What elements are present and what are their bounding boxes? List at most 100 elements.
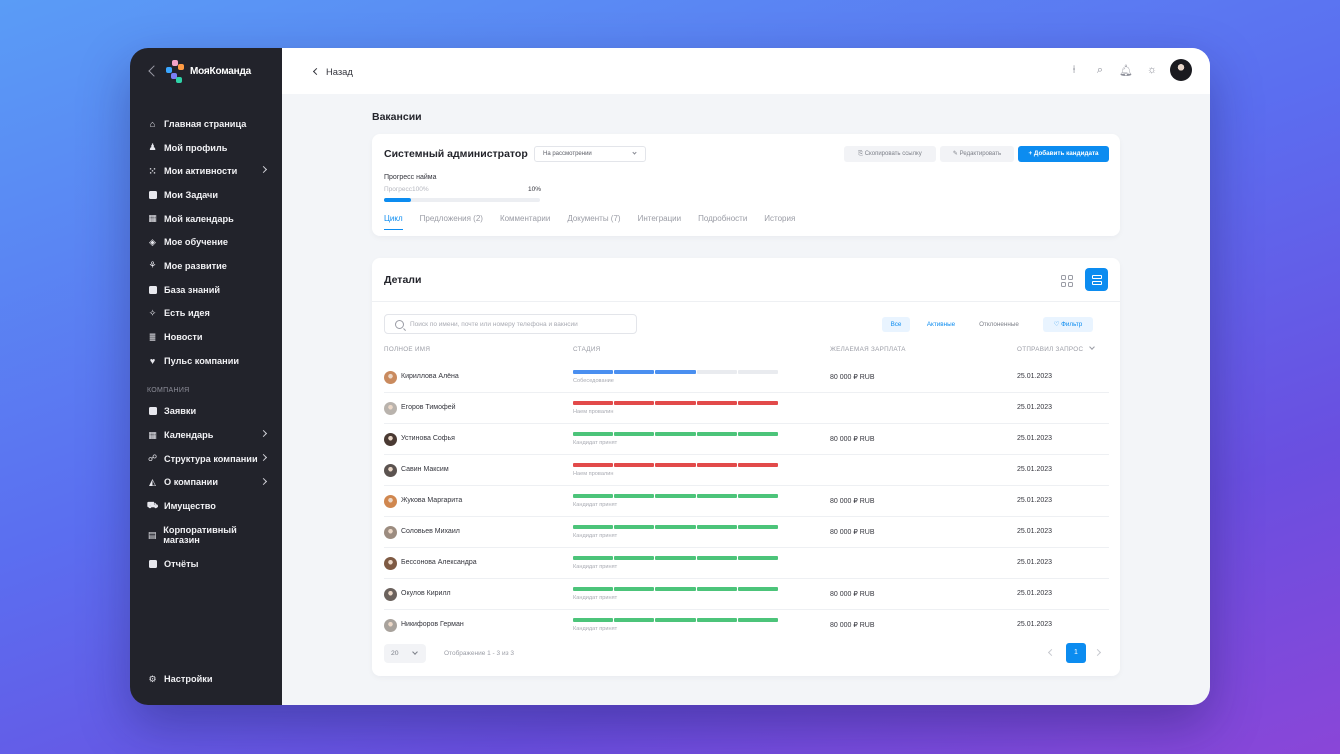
request-date: 25.01.2023 [1017,528,1053,535]
sidebar-item-label: Корпоративный магазин [163,524,237,546]
sidebar-item-store[interactable]: ▤ Корпоративный магазин [130,518,282,552]
pin-icon[interactable]: ⍿ [1072,63,1076,76]
logo[interactable]: МояКоманда [130,48,282,94]
filter-button[interactable]: ♡ Фильтр [1043,317,1093,332]
status-select[interactable]: На рассмотрении [534,146,646,162]
user-avatar[interactable] [1170,59,1192,81]
edit-button[interactable]: ✎ Редактировать [940,146,1014,162]
sidebar-item-label: Мои активности [164,166,238,177]
back-link[interactable]: Назад [312,65,353,77]
salary-value: 80 000 ₽ RUB [830,529,875,536]
gear-icon: ⚙ [148,673,157,684]
candidate-avatar [384,371,397,384]
prev-page-icon[interactable] [1047,648,1056,657]
filter-active-button[interactable]: Активные [926,321,956,328]
tab-comments[interactable]: Комментарии [499,214,551,223]
tab-documents[interactable]: Документы (7) [567,214,621,223]
pencil-icon: ✎ [952,151,960,157]
tab-details[interactable]: Подробности [698,214,748,223]
sidebar-item-learning[interactable]: ◈ Мое обучение [130,230,282,254]
back-label: Назад [326,65,353,77]
progress-fill [384,198,411,202]
table-row[interactable]: Устинова Софья Кандидат принят 80 000 ₽ RU… [384,424,1109,455]
collapse-sidebar-icon[interactable] [148,65,160,77]
stage-label: Кандидат принят [573,502,618,508]
sidebar-item-idea[interactable]: ✧ Есть идея [130,302,282,326]
sidebar-item-growth[interactable]: ⚘ Мое развитие [130,254,282,278]
news-icon: ≣ [148,331,157,342]
sun-icon[interactable]: ☼ [1146,64,1158,76]
table-row[interactable]: Никифоров Герман Кандидат принят 80 000 ₽ … [384,610,1109,641]
lightbulb-icon: ✧ [148,307,157,318]
bell-icon[interactable]: 🔔︎ [1119,64,1133,77]
sidebar: МояКоманда ⌂ Главная страница ♟ Мой профил… [130,48,282,705]
list-view-button[interactable] [1085,268,1108,291]
search-icon[interactable]: ⌕ [1096,63,1104,76]
column-header-sent[interactable]: ОТПРАВИЛ ЗАПРОС [1017,344,1096,353]
page-size-select[interactable]: 20 [384,644,426,663]
candidate-name[interactable]: Кириллова Алёна [401,373,459,380]
sidebar-item-property[interactable]: ⛟ Имущество [130,494,282,518]
sidebar-item-knowledge[interactable]: База знаний [130,278,282,302]
sidebar-item-pulse[interactable]: ♥ Пульс компании [130,349,282,373]
column-header-salary[interactable]: ЖЕЛАЕМАЯ ЗАРПЛАТА [830,346,906,353]
sidebar-item-settings[interactable]: ⚙ Настройки [130,667,226,691]
candidate-name[interactable]: Бессонова Александра [401,559,477,566]
sidebar-item-label: Пульс компании [164,355,240,366]
stage-segment [573,587,614,591]
tab-offers[interactable]: Предложения (2) [419,214,483,223]
sidebar-item-home[interactable]: ⌂ Главная страница [130,112,282,136]
table-row[interactable]: Егоров Тимофей Наем провалин 25.01.2023 [384,393,1109,424]
tab-history[interactable]: История [764,214,796,223]
filter-rejected-button[interactable]: Отклоненные [979,321,1019,328]
table-row[interactable]: Бессонова Александра Кандидат принят 25.01… [384,548,1109,579]
column-header-stage[interactable]: СТАДИЯ [573,346,601,353]
candidate-name[interactable]: Соловьев Михаил [401,528,460,535]
table-row[interactable]: Соловьев Михаил Кандидат принят 80 000 ₽ R… [384,517,1109,548]
stage-segment [573,370,614,374]
sidebar-item-about[interactable]: ◭ О компании [130,471,282,495]
sidebar-section-label: КОМПАНИЯ [147,386,190,394]
table-row[interactable]: Кириллова Алёна Собеседование 80 000 ₽ RUB… [384,362,1109,393]
current-page-button[interactable]: 1 [1066,643,1086,663]
stage-segment [737,370,779,374]
sidebar-item-requests[interactable]: Заявки [130,400,282,424]
sidebar-item-label: О компании [164,477,218,488]
sidebar-item-calendar[interactable]: ▦ Мой календарь [130,207,282,231]
candidate-name[interactable]: Окулов Кирилл [401,590,451,597]
table-row[interactable]: Савин Максим Наем провалин 25.01.2023 [384,455,1109,486]
sidebar-item-label: Мой профиль [164,142,228,153]
sidebar-item-news[interactable]: ≣ Новости [130,325,282,349]
sidebar-item-activities[interactable]: ⁙ Мои активности [130,159,282,183]
next-page-icon[interactable] [1093,648,1102,657]
sidebar-item-company-calendar[interactable]: ▦ Календарь [130,423,282,447]
candidate-name[interactable]: Егоров Тимофей [401,404,456,411]
candidate-name[interactable]: Савин Максим [401,466,449,473]
request-date: 25.01.2023 [1017,466,1053,473]
add-candidate-button[interactable]: + Добавить кандидата [1018,146,1109,162]
top-actions: ⍿ ⌕ 🔔︎ ☼ [1066,59,1192,81]
candidate-name[interactable]: Никифоров Герман [401,621,464,628]
candidate-name[interactable]: Устинова Софья [401,435,455,442]
grid-view-button[interactable] [1056,270,1078,292]
filter-all-button[interactable]: Все [882,317,910,332]
search-input[interactable] [410,317,630,331]
table-row[interactable]: Жукова Маргарита Кандидат принят 80 000 ₽ … [384,486,1109,517]
sidebar-item-structure[interactable]: ☍ Структура компании [130,447,282,471]
tab-cycle[interactable]: Цикл [384,214,403,230]
sidebar-item-label: Отчёты [164,558,199,569]
copy-link-button[interactable]: ⎘ Скопировать ссылку [844,146,936,162]
tab-integrations[interactable]: Интеграции [637,214,682,223]
salary-value: 80 000 ₽ RUB [830,374,875,381]
table-row[interactable]: Окулов Кирилл Кандидат принят 80 000 ₽ RUB… [384,579,1109,610]
stage-segment [573,525,614,529]
sidebar-item-reports[interactable]: Отчёты [130,552,282,576]
sidebar-item-profile[interactable]: ♟ Мой профиль [130,136,282,160]
sidebar-item-tasks[interactable]: Мои Задачи [130,183,282,207]
stage-segment [655,587,696,591]
stage-segment [573,494,614,498]
stage-segment [614,432,655,436]
tasks-icon [147,190,158,200]
candidate-name[interactable]: Жукова Маргарита [401,497,463,504]
column-header-name[interactable]: ПОЛНОЕ ИМЯ [384,346,431,353]
